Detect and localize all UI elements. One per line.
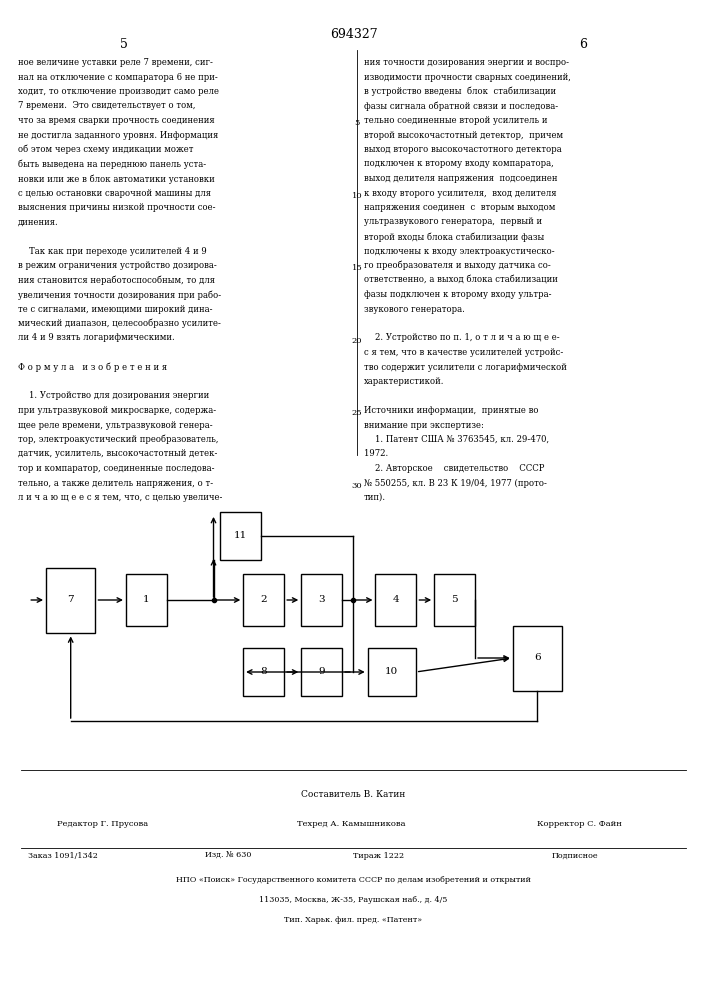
Text: датчик, усилитель, высокочастотный детек-: датчик, усилитель, высокочастотный детек… — [18, 450, 217, 458]
Text: не достигла заданного уровня. Информация: не достигла заданного уровня. Информация — [18, 130, 218, 139]
Bar — [434, 574, 475, 626]
Text: тельно соединенные второй усилитель и: тельно соединенные второй усилитель и — [364, 116, 548, 125]
Text: 9: 9 — [318, 668, 325, 676]
Text: 30: 30 — [351, 482, 363, 490]
Text: с целью остановки сварочной машины для: с целью остановки сварочной машины для — [18, 188, 211, 198]
Text: Заказ 1091/1342: Заказ 1091/1342 — [28, 852, 98, 860]
Bar — [513, 626, 562, 690]
Text: ния точности дозирования энергии и воспро-: ния точности дозирования энергии и воспр… — [364, 58, 569, 67]
Text: те с сигналами, имеющими широкий дина-: те с сигналами, имеющими широкий дина- — [18, 304, 213, 314]
Text: № 550255, кл. В 23 К 19/04, 1977 (прото-: № 550255, кл. В 23 К 19/04, 1977 (прото- — [364, 479, 547, 488]
Text: выход второго высокочастотного детектора: выход второго высокочастотного детектора — [364, 145, 562, 154]
Bar — [126, 574, 167, 626]
Text: фазы подключен к второму входу ультра-: фазы подключен к второму входу ультра- — [364, 290, 551, 299]
Text: Тираж 1222: Тираж 1222 — [354, 852, 404, 860]
Text: 2. Авторское    свидетельство    СССР: 2. Авторское свидетельство СССР — [364, 464, 544, 473]
Text: выяснения причины низкой прочности сое-: выяснения причины низкой прочности сое- — [18, 203, 216, 212]
Text: ответственно, а выход блока стабилизации: ответственно, а выход блока стабилизации — [364, 275, 558, 284]
Bar — [301, 574, 342, 626]
Text: тво содержит усилители с логарифмической: тво содержит усилители с логарифмической — [364, 362, 567, 371]
Text: 1. Устройство для дозирования энергии: 1. Устройство для дозирования энергии — [18, 391, 209, 400]
Text: 6: 6 — [534, 654, 541, 662]
Text: 4: 4 — [392, 595, 399, 604]
Text: что за время сварки прочность соединения: что за время сварки прочность соединения — [18, 116, 215, 125]
Text: щее реле времени, ультразвуковой генера-: щее реле времени, ультразвуковой генера- — [18, 420, 213, 430]
Text: Так как при переходе усилителей 4 и 9: Так как при переходе усилителей 4 и 9 — [18, 246, 206, 255]
Text: 15: 15 — [351, 264, 363, 272]
Text: Ф о р м у л а   и з о б р е т е н и я: Ф о р м у л а и з о б р е т е н и я — [18, 362, 167, 372]
Text: 1. Патент США № 3763545, кл. 29-470,: 1. Патент США № 3763545, кл. 29-470, — [364, 435, 549, 444]
Text: звукового генератора.: звукового генератора. — [364, 304, 465, 314]
Text: новки или же в блок автоматики установки: новки или же в блок автоматики установки — [18, 174, 215, 184]
Text: ли 4 и 9 взять логарифмическими.: ли 4 и 9 взять логарифмическими. — [18, 334, 175, 342]
Text: Корректор С. Файн: Корректор С. Файн — [537, 820, 622, 828]
Bar — [243, 648, 284, 696]
Text: тип).: тип). — [364, 493, 386, 502]
Text: тор и компаратор, соединенные последова-: тор и компаратор, соединенные последова- — [18, 464, 214, 473]
Text: 11: 11 — [234, 532, 247, 540]
Text: внимание при экспертизе:: внимание при экспертизе: — [364, 420, 484, 430]
Text: 694327: 694327 — [329, 28, 378, 41]
Text: изводимости прочности сварных соединений,: изводимости прочности сварных соединений… — [364, 73, 571, 82]
Text: 2: 2 — [260, 595, 267, 604]
Text: Тип. Харьк. фил. пред. «Патент»: Тип. Харьк. фил. пред. «Патент» — [284, 916, 423, 924]
Text: к входу второго усилителя,  вход делителя: к входу второго усилителя, вход делителя — [364, 188, 556, 198]
Text: Подписное: Подписное — [551, 852, 598, 860]
Text: ходит, то отключение производит само реле: ходит, то отключение производит само рел… — [18, 87, 219, 96]
Text: нал на отключение с компаратора 6 не при-: нал на отключение с компаратора 6 не при… — [18, 73, 218, 82]
Text: Редактор Г. Прусова: Редактор Г. Прусова — [57, 820, 148, 828]
Text: в устройство введены  блок  стабилизации: в устройство введены блок стабилизации — [364, 87, 556, 97]
Text: 113035, Москва, Ж-35, Раушская наб., д. 4/5: 113035, Москва, Ж-35, Раушская наб., д. … — [259, 896, 448, 904]
Text: подключен к второму входу компаратора,: подключен к второму входу компаратора, — [364, 159, 554, 168]
Text: с я тем, что в качестве усилителей устройс-: с я тем, что в качестве усилителей устро… — [364, 348, 563, 357]
Text: Изд. № 630: Изд. № 630 — [205, 852, 252, 860]
Text: второй высокочастотный детектор,  причем: второй высокочастотный детектор, причем — [364, 130, 563, 139]
Text: увеличения точности дозирования при рабо-: увеличения точности дозирования при рабо… — [18, 290, 221, 300]
Text: при ультразвуковой микросварке, содержа-: при ультразвуковой микросварке, содержа- — [18, 406, 216, 415]
Bar — [243, 574, 284, 626]
Text: ния становится неработоспособным, то для: ния становится неработоспособным, то для — [18, 275, 215, 285]
Text: л и ч а ю щ е е с я тем, что, с целью увеличе-: л и ч а ю щ е е с я тем, что, с целью ув… — [18, 493, 223, 502]
Text: Техред А. Камышникова: Техред А. Камышникова — [297, 820, 405, 828]
Text: мический диапазон, целесообразно усилите-: мический диапазон, целесообразно усилите… — [18, 319, 221, 328]
Text: тор, электроакустический преобразователь,: тор, электроакустический преобразователь… — [18, 435, 218, 444]
Text: быть выведена на переднюю панель уста-: быть выведена на переднюю панель уста- — [18, 159, 206, 169]
Text: 1972.: 1972. — [364, 450, 388, 458]
Text: 5: 5 — [354, 119, 360, 127]
Text: 1: 1 — [143, 595, 150, 604]
Text: 7 времени.  Это свидетельствует о том,: 7 времени. Это свидетельствует о том, — [18, 102, 196, 110]
Text: 20: 20 — [352, 337, 362, 345]
Bar — [46, 568, 95, 633]
Text: 7: 7 — [67, 595, 74, 604]
Bar — [368, 648, 416, 696]
Text: Источники информации,  принятые во: Источники информации, принятые во — [364, 406, 539, 415]
Text: НПО «Поиск» Государственного комитета СССР по делам изобретений и открытий: НПО «Поиск» Государственного комитета СС… — [176, 876, 531, 884]
Text: ультразвукового генератора,  первый и: ультразвукового генератора, первый и — [364, 218, 542, 227]
Text: 25: 25 — [351, 409, 363, 417]
Bar — [220, 512, 261, 560]
Text: 6: 6 — [579, 38, 588, 51]
Text: 5: 5 — [119, 38, 128, 51]
Text: 5: 5 — [451, 595, 458, 604]
Text: в режим ограничения устройство дозирова-: в режим ограничения устройство дозирова- — [18, 261, 217, 270]
Text: фазы сигнала обратной связи и последова-: фазы сигнала обратной связи и последова- — [364, 102, 559, 111]
Text: 10: 10 — [351, 192, 363, 200]
Text: ное величине уставки реле 7 времени, сиг-: ное величине уставки реле 7 времени, сиг… — [18, 58, 213, 67]
Bar — [301, 648, 342, 696]
Text: об этом через схему индикации может: об этом через схему индикации может — [18, 145, 194, 154]
Text: 2. Устройство по п. 1, о т л и ч а ю щ е е-: 2. Устройство по п. 1, о т л и ч а ю щ е… — [364, 334, 560, 342]
Text: выход делителя напряжения  подсоединен: выход делителя напряжения подсоединен — [364, 174, 558, 183]
Text: 8: 8 — [260, 668, 267, 676]
Text: подключены к входу электроакустическо-: подключены к входу электроакустическо- — [364, 246, 555, 255]
Text: характеристикой.: характеристикой. — [364, 377, 445, 386]
Text: Составитель В. Катин: Составитель В. Катин — [301, 790, 406, 799]
Text: напряжения соединен  с  вторым выходом: напряжения соединен с вторым выходом — [364, 203, 556, 212]
Text: 10: 10 — [385, 668, 398, 676]
Text: тельно, а также делитель напряжения, о т-: тельно, а также делитель напряжения, о т… — [18, 479, 213, 488]
Text: 3: 3 — [318, 595, 325, 604]
Text: динения.: динения. — [18, 218, 59, 227]
Text: второй входы блока стабилизации фазы: второй входы блока стабилизации фазы — [364, 232, 544, 241]
Bar — [375, 574, 416, 626]
Text: го преобразователя и выходу датчика со-: го преобразователя и выходу датчика со- — [364, 261, 551, 270]
